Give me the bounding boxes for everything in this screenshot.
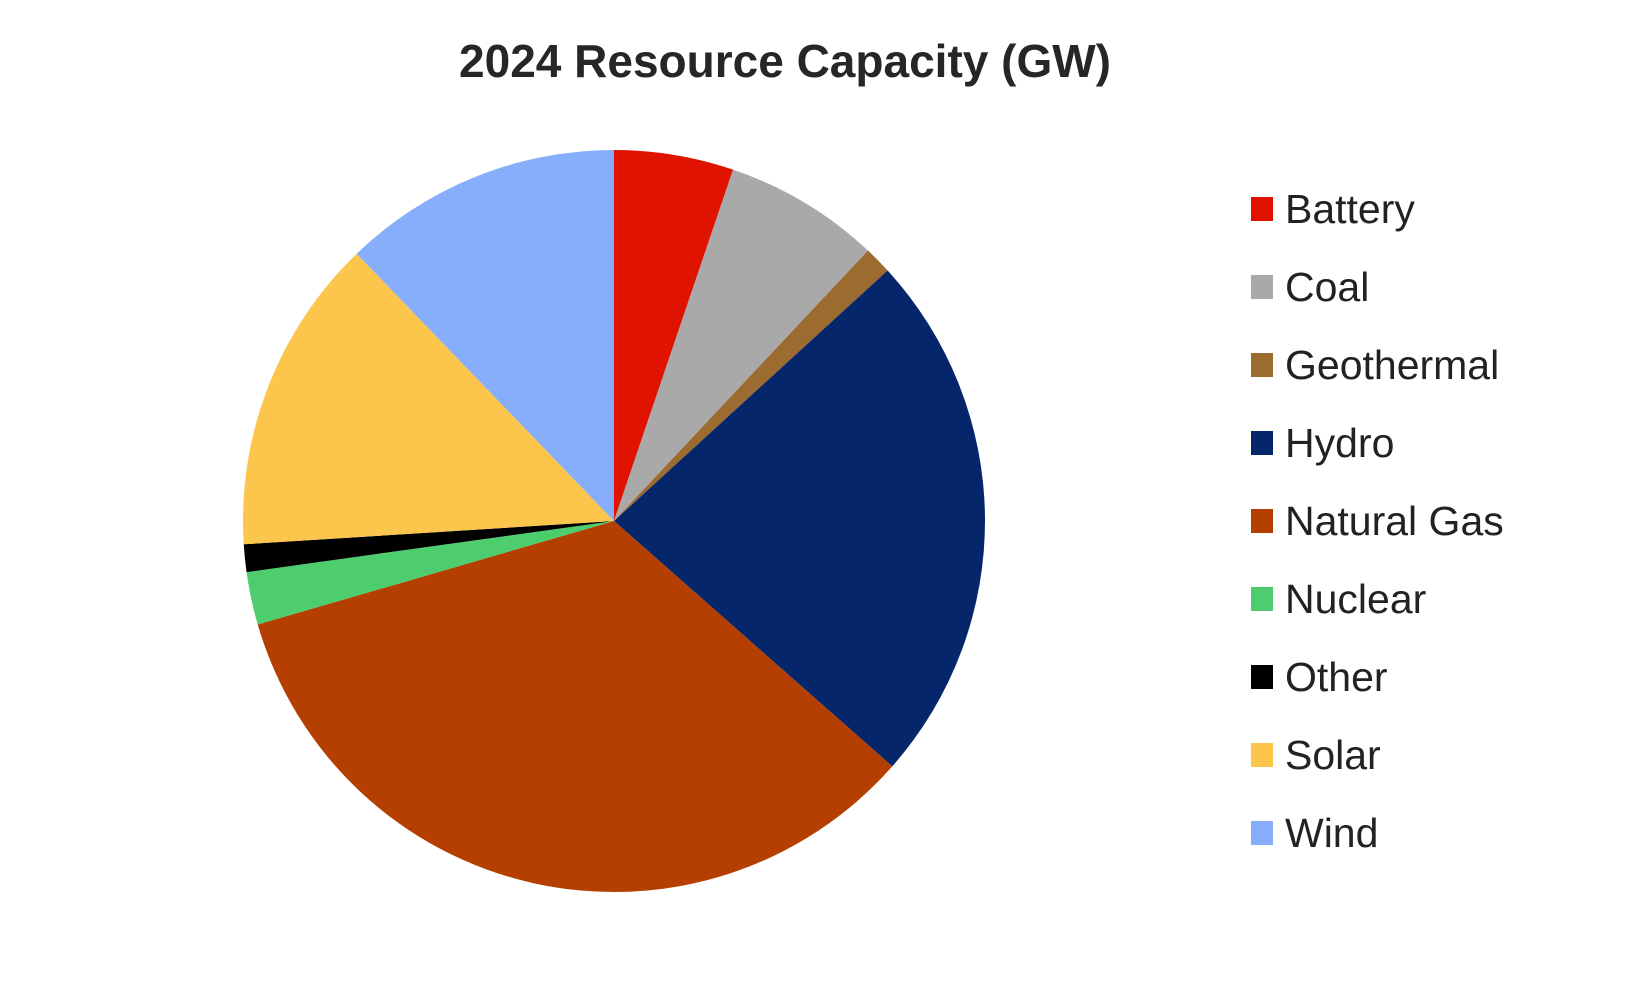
legend-swatch (1251, 275, 1273, 299)
legend-item-hydro: Hydro (1251, 418, 1504, 496)
chart-legend: Battery Coal Geothermal Hydro Natural Ga… (1251, 184, 1504, 886)
legend-item-geothermal: Geothermal (1251, 340, 1504, 418)
legend-item-solar: Solar (1251, 730, 1504, 808)
legend-swatch (1251, 353, 1273, 377)
legend-label: Battery (1285, 186, 1415, 232)
legend-swatch (1251, 431, 1273, 455)
pie-slice-battery (614, 150, 734, 521)
pie-slice-coal (614, 169, 868, 521)
legend-item-wind: Wind (1251, 808, 1504, 886)
legend-label: Natural Gas (1285, 498, 1504, 544)
legend-label: Coal (1285, 264, 1370, 310)
legend-label: Geothermal (1285, 342, 1500, 388)
legend-item-nuclear: Nuclear (1251, 574, 1504, 652)
legend-label: Solar (1285, 732, 1381, 778)
legend-label: Hydro (1285, 420, 1395, 466)
pie-slice-solar (243, 253, 614, 545)
legend-swatch (1251, 743, 1273, 767)
legend-label: Other (1285, 654, 1388, 700)
legend-item-coal: Coal (1251, 262, 1504, 340)
pie-slice-other (243, 521, 614, 573)
legend-label: Wind (1285, 810, 1379, 856)
pie-slice-hydro (614, 270, 985, 767)
legend-swatch (1251, 821, 1273, 845)
legend-item-battery: Battery (1251, 184, 1504, 262)
pie-slice-nuclear (246, 521, 614, 625)
legend-swatch (1251, 197, 1273, 221)
chart-title: 2024 Resource Capacity (GW) (459, 35, 1111, 87)
pie-slice-geothermal (614, 250, 888, 521)
legend-swatch (1251, 509, 1273, 533)
pie-slice-natural-gas (257, 521, 893, 892)
legend-swatch (1251, 587, 1273, 611)
legend-label: Nuclear (1285, 576, 1427, 622)
pie-slice-wind (356, 150, 614, 521)
legend-swatch (1251, 665, 1273, 689)
legend-item-other: Other (1251, 652, 1504, 730)
legend-item-natural-gas: Natural Gas (1251, 496, 1504, 574)
